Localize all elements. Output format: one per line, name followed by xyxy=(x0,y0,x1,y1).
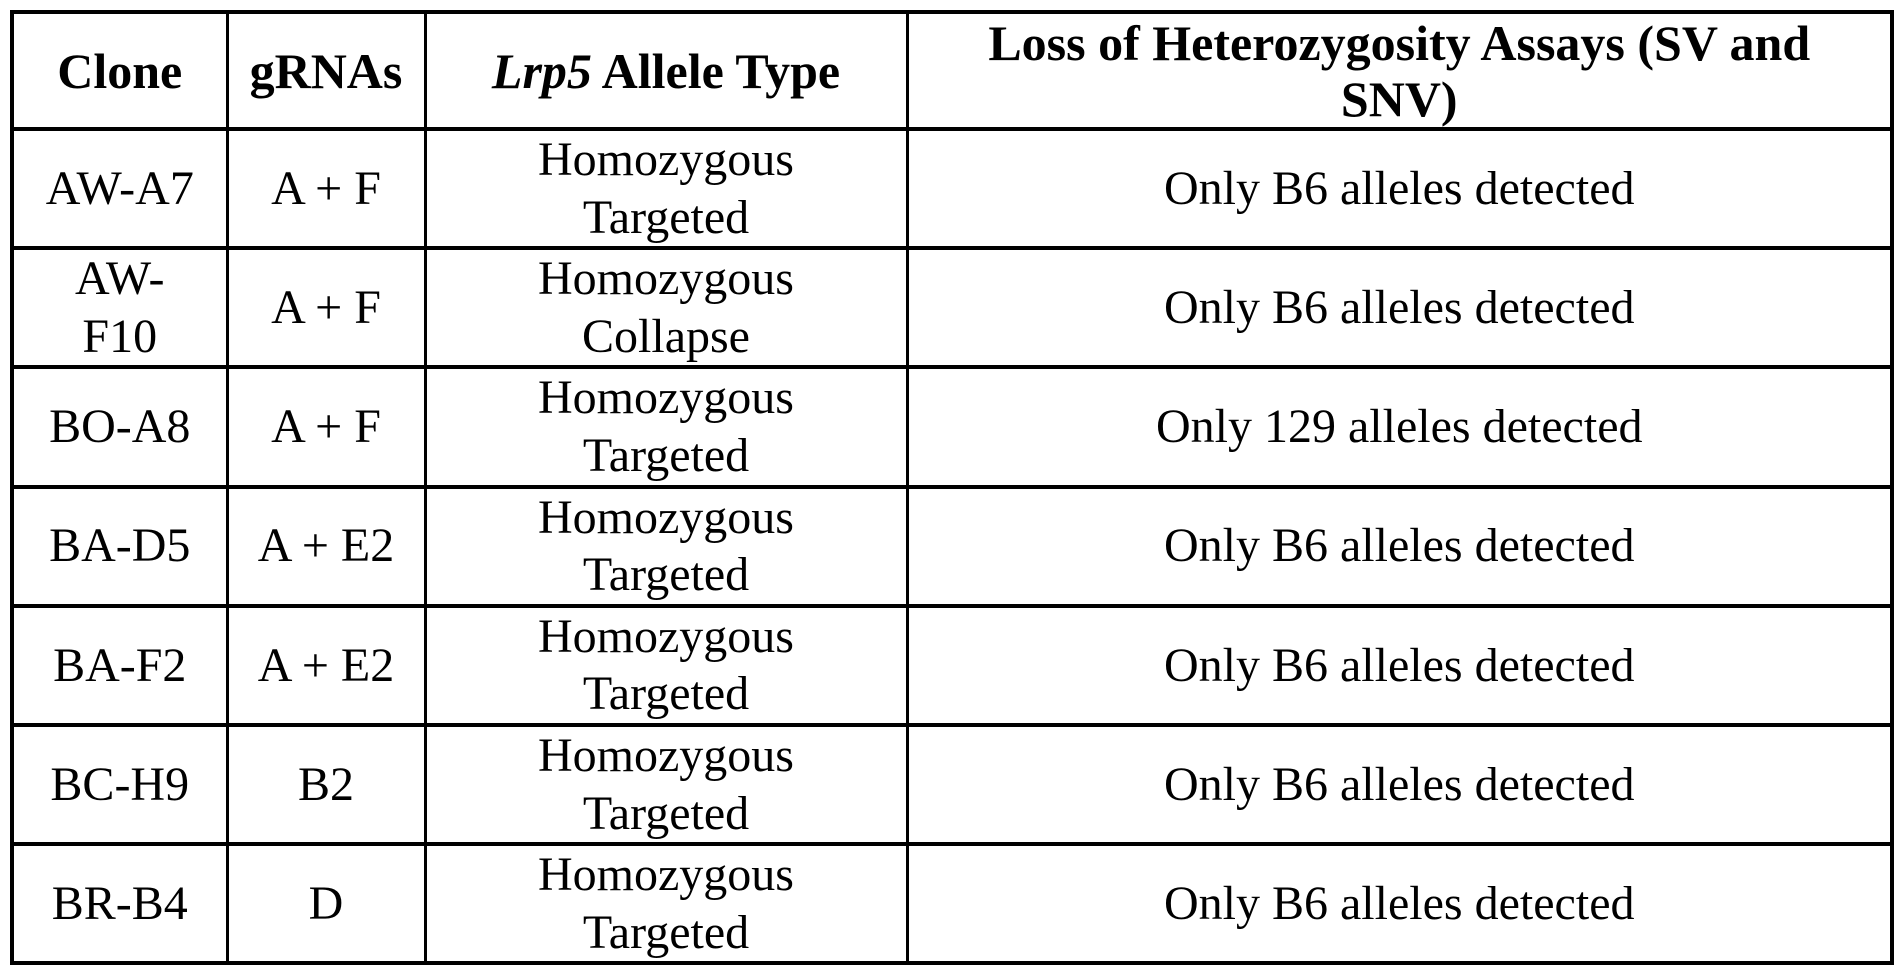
cell-grnas: A + F xyxy=(225,126,427,251)
cell-clone: BO-A8 xyxy=(10,365,229,489)
cell-allele-type: Homozygous Targeted xyxy=(423,842,909,965)
loh-results-table: Clone gRNAs Lrp5 Allele Type Loss of Het… xyxy=(10,10,1894,965)
header-allele-type: Lrp5 Allele Type xyxy=(423,10,909,131)
cell-clone: BR-B4 xyxy=(10,842,229,965)
cell-allele-type: Homozygous Targeted xyxy=(423,126,909,251)
cell-clone: BA-F2 xyxy=(10,603,229,727)
table-row: BA-F2 A + E2 Homozygous Targeted Only B6… xyxy=(10,603,1894,727)
cell-loh: Only 129 alleles detected xyxy=(905,365,1894,489)
header-allele-type-rest: Allele Type xyxy=(591,42,841,99)
cell-allele-type: Homozygous Targeted xyxy=(423,484,909,608)
cell-grnas: A + E2 xyxy=(225,603,427,727)
header-row: Clone gRNAs Lrp5 Allele Type Loss of Het… xyxy=(10,10,1894,131)
header-loh-assays: Loss of Heterozygosity Assays (SV and SN… xyxy=(905,10,1894,131)
cell-grnas: D xyxy=(225,842,427,965)
cell-loh: Only B6 alleles detected xyxy=(905,126,1894,251)
cell-loh: Only B6 alleles detected xyxy=(905,246,1894,370)
cell-grnas: A + F xyxy=(225,246,427,370)
cell-clone: AW-A7 xyxy=(10,126,229,251)
cell-allele-type: Homozygous Collapse xyxy=(423,246,909,370)
cell-grnas: A + E2 xyxy=(225,484,427,608)
table-header: Clone gRNAs Lrp5 Allele Type Loss of Het… xyxy=(10,10,1894,131)
cell-grnas: A + F xyxy=(225,365,427,489)
table-row: BR-B4 D Homozygous Targeted Only B6 alle… xyxy=(10,842,1894,965)
gene-name-italic: Lrp5 xyxy=(491,42,592,99)
cell-loh: Only B6 alleles detected xyxy=(905,842,1894,965)
cell-loh: Only B6 alleles detected xyxy=(905,722,1894,847)
table-row: AW- F10 A + F Homozygous Collapse Only B… xyxy=(10,246,1894,370)
header-clone: Clone xyxy=(10,10,229,131)
table-row: BC-H9 B2 Homozygous Targeted Only B6 all… xyxy=(10,722,1894,847)
cell-loh: Only B6 alleles detected xyxy=(905,484,1894,608)
table-body: AW-A7 A + F Homozygous Targeted Only B6 … xyxy=(10,126,1894,965)
cell-allele-type: Homozygous Targeted xyxy=(423,722,909,847)
cell-allele-type: Homozygous Targeted xyxy=(423,365,909,489)
cell-allele-type: Homozygous Targeted xyxy=(423,603,909,727)
cell-clone: BA-D5 xyxy=(10,484,229,608)
cell-clone: BC-H9 xyxy=(10,722,229,847)
header-grnas: gRNAs xyxy=(225,10,427,131)
cell-clone: AW- F10 xyxy=(10,246,229,370)
cell-grnas: B2 xyxy=(225,722,427,847)
table-row: BA-D5 A + E2 Homozygous Targeted Only B6… xyxy=(10,484,1894,608)
table-row: AW-A7 A + F Homozygous Targeted Only B6 … xyxy=(10,126,1894,251)
cell-loh: Only B6 alleles detected xyxy=(905,603,1894,727)
table-row: BO-A8 A + F Homozygous Targeted Only 129… xyxy=(10,365,1894,489)
